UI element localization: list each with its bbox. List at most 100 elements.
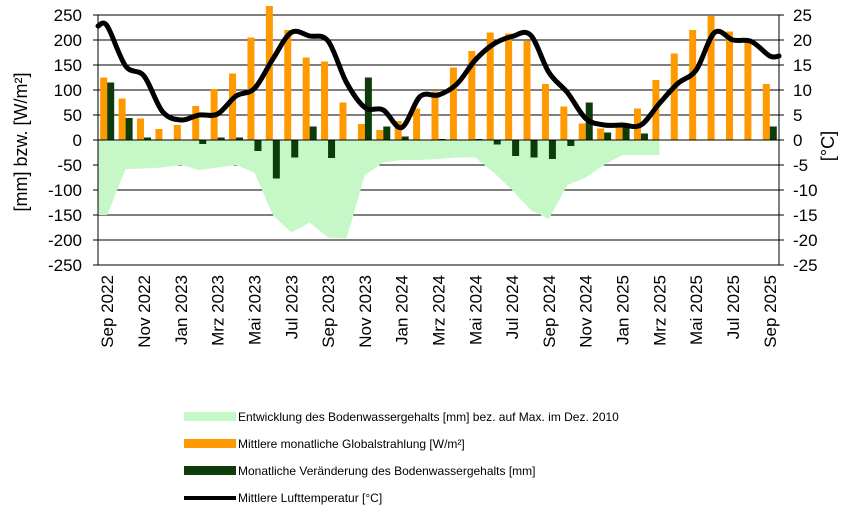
soil-water-change-bar: [272, 140, 280, 179]
radiation-bar: [192, 106, 200, 140]
radiation-bar: [302, 57, 310, 140]
left-tick-label: 0: [73, 131, 82, 150]
left-axis-ticks: -250 -200 -150 -100 -50 0 50 100 150 200 250: [48, 6, 98, 275]
soil-water-change-bar: [512, 140, 520, 156]
x-tick-label: Sep 2024: [540, 275, 559, 348]
x-tick-label: Mai 2025: [687, 275, 706, 345]
radiation-bar: [265, 6, 273, 140]
x-tick-label: Jan 2023: [172, 275, 191, 345]
right-tick-label: -10: [793, 181, 818, 200]
radiation-bar: [468, 51, 476, 140]
x-tick-label: Sep 2025: [761, 275, 780, 348]
radiation-bar: [541, 84, 549, 140]
legend-label-soil-water-change: Monatliche Veränderung des Bodenwasserge…: [238, 463, 536, 478]
radiation-bar: [100, 77, 108, 140]
soil-water-change-bar: [493, 140, 501, 145]
x-tick-label: Nov 2023: [356, 275, 375, 348]
radiation-bar: [321, 61, 329, 140]
radiation-bar: [578, 123, 586, 140]
soil-water-change-bar: [548, 140, 556, 159]
soil-water-change-bar: [604, 132, 612, 140]
soil-water-change-bar: [291, 140, 299, 158]
legend-label-temperature: Mittlere Lufttemperatur [°C]: [238, 490, 383, 505]
soil-water-change-bar: [567, 140, 575, 146]
x-axis-ticks: Sep 2022 Nov 2022 Jan 2023 Mrz 2023 Mai 2023…: [98, 275, 780, 348]
radiation-bar: [118, 98, 126, 140]
x-tick-label: Mai 2024: [466, 275, 485, 345]
left-tick-label: -150: [48, 206, 82, 225]
radiation-bar: [486, 32, 494, 140]
x-tick-label: Jul 2024: [503, 275, 522, 339]
radiation-bar: [357, 124, 365, 140]
radiation-bar: [707, 16, 715, 140]
right-tick-label: 20: [793, 31, 812, 50]
radiation-bar: [413, 108, 421, 140]
legend-item-soil-water-change: Monatliche Veränderung des Bodenwasserge…: [184, 457, 619, 484]
left-tick-label: 250: [54, 6, 82, 25]
right-tick-label: -5: [793, 156, 808, 175]
legend: Entwicklung des Bodenwassergehalts [mm] …: [184, 403, 619, 511]
right-axis-title: [°C]: [818, 131, 838, 161]
radiation-bar: [376, 130, 384, 140]
right-tick-label: -25: [793, 256, 818, 275]
right-tick-label: 0: [793, 131, 802, 150]
x-tick-label: Jan 2025: [614, 275, 633, 345]
left-tick-label: -100: [48, 181, 82, 200]
left-tick-label: -200: [48, 231, 82, 250]
radiation-bar: [284, 30, 292, 140]
radiation-bar: [431, 91, 439, 140]
soil-water-change-bar: [199, 140, 207, 144]
legend-label-soil-water: Entwicklung des Bodenwassergehalts [mm] …: [238, 409, 619, 424]
radiation-bar: [173, 125, 181, 140]
radiation-bar: [725, 31, 733, 140]
soil-water-change-bar: [254, 140, 262, 151]
x-tick-label: Jan 2024: [393, 275, 412, 345]
soil-water-area: [98, 140, 660, 239]
legend-item-radiation: Mittlere monatliche Globalstrahlung [W/m…: [184, 430, 619, 457]
soil-water-change-bar: [107, 82, 115, 140]
x-tick-label: Mrz 2025: [650, 275, 669, 346]
radiation-bar: [155, 129, 163, 140]
soil-water-change-bar: [217, 137, 225, 140]
x-tick-label: Mrz 2024: [430, 275, 449, 346]
left-tick-label: -50: [57, 156, 82, 175]
legend-item-temperature: Mittlere Lufttemperatur [°C]: [184, 484, 619, 511]
radiation-bar: [505, 33, 513, 140]
legend-swatch-soil-water-change: [184, 466, 236, 475]
legend-swatch-radiation: [184, 439, 236, 448]
x-tick-label: Sep 2023: [319, 275, 338, 348]
right-tick-label: 15: [793, 56, 812, 75]
legend-swatch-temperature: [184, 495, 236, 500]
legend-label-radiation: Mittlere monatliche Globalstrahlung [W/m…: [238, 436, 465, 451]
x-tick-label: Sep 2022: [98, 275, 117, 348]
right-tick-label: 5: [793, 106, 802, 125]
radiation-bar: [339, 102, 347, 140]
radiation-bar: [670, 53, 678, 140]
soil-water-change-bar: [328, 140, 336, 158]
soil-water-change-bar: [401, 136, 409, 140]
soil-water-change-bar: [236, 137, 244, 140]
temperature-line-layer: [95, 20, 782, 131]
left-tick-label: 150: [54, 56, 82, 75]
left-tick-label: 50: [63, 106, 82, 125]
soil-water-change-bar: [144, 137, 152, 140]
x-tick-label: Jul 2023: [282, 275, 301, 339]
soil-water-change-bar: [640, 133, 648, 140]
soil-water-change-bar: [622, 126, 630, 140]
radiation-bar: [229, 73, 237, 140]
soil-water-change-bar: [383, 126, 391, 140]
right-tick-label: -15: [793, 206, 818, 225]
x-tick-label: Nov 2022: [135, 275, 154, 348]
radiation-bar: [560, 106, 568, 140]
left-axis-title: [mm] bzw. [W/m²]: [11, 73, 31, 212]
soil-water-change-bar: [125, 118, 133, 140]
radiation-bar: [762, 84, 770, 140]
right-tick-label: 25: [793, 6, 812, 25]
radiation-bar: [689, 30, 697, 140]
x-tick-label: Nov 2024: [577, 275, 596, 348]
x-tick-label: Mai 2023: [245, 275, 264, 345]
legend-swatch-soil-water: [184, 412, 236, 421]
temperature-line: [95, 20, 782, 131]
radiation-bar: [137, 118, 145, 140]
